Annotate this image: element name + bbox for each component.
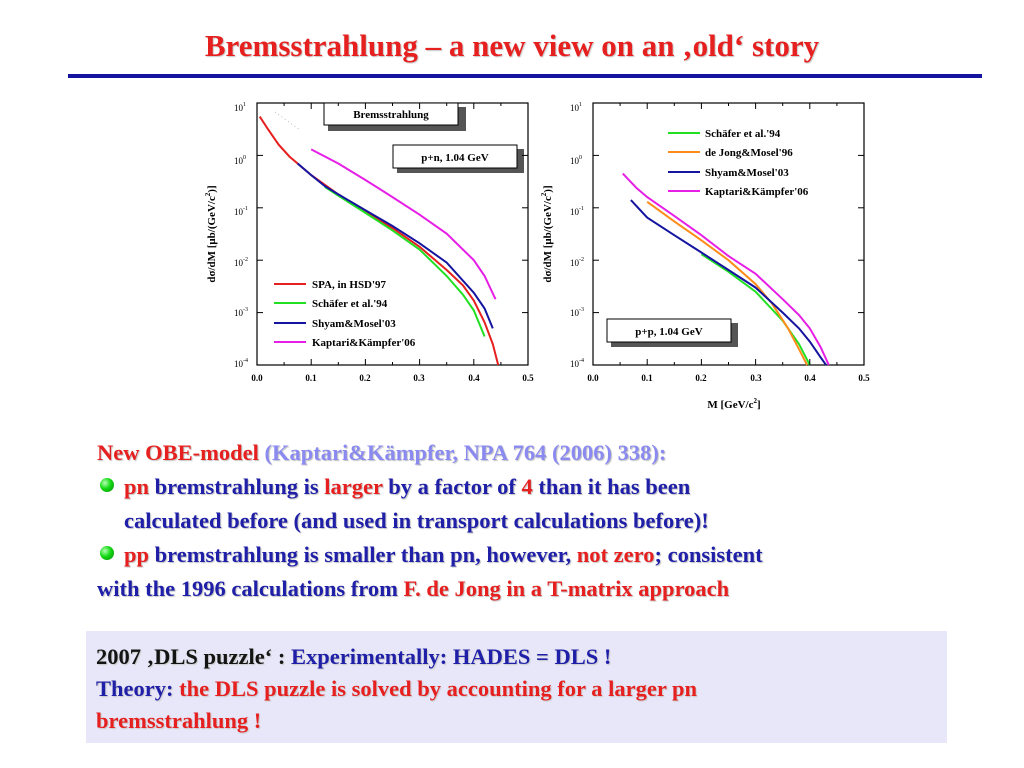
b2-line2-text: with the 1996 calculations from (97, 576, 404, 601)
left-reaction-box (392, 144, 518, 169)
left-legend-label-2: Shyam&Mosel'03 (312, 318, 396, 330)
left-ytick-1: 101 (234, 102, 246, 113)
right-xtick-3: 0.3 (750, 373, 762, 383)
left-legend-label-0: SPA, in HSD'97 (312, 279, 387, 291)
right-curve-kaptari-k-mpfer-06 (622, 172, 830, 366)
summary-line-3: bremsstrahlung ! (96, 708, 262, 733)
left-reaction-label: p+n, 1.04 GeV (421, 152, 488, 164)
right-legend-label-1: de Jong&Mosel'96 (705, 147, 793, 159)
left-ytick-m3: 10-3 (234, 307, 248, 318)
title-underline (68, 74, 982, 78)
left-curves (256, 102, 529, 366)
right-curve-de-jong-mosel-96 (646, 200, 808, 366)
b2-text-a: bremstrahlung is smaller than pn, howeve… (149, 542, 577, 567)
left-ytick-m4: 10-4 (234, 358, 248, 369)
left-xtick-4: 0.4 (468, 373, 480, 383)
b2-pp: pp (124, 542, 150, 567)
left-ytick-m1: 10-1 (234, 206, 248, 217)
bullet-1: pn bremstrahlung is larger by a factor o… (97, 470, 977, 504)
b1-text-b: by a factor of (382, 474, 522, 499)
right-xtick-4: 0.4 (804, 373, 816, 383)
right-ytick-1: 101 (570, 102, 582, 113)
right-reaction-label: p+p, 1.04 GeV (635, 326, 702, 338)
right-ytick-0: 100 (570, 155, 582, 166)
summary-box: 2007 ‚DLS puzzle‘ : Experimentally: HADE… (86, 631, 947, 743)
slide-title: Bremsstrahlung – a new view on an ‚old‘ … (204, 28, 820, 63)
right-legend-label-0: Schäfer et al.'94 (705, 128, 781, 140)
header-box-label: Bremsstrahlung (353, 109, 429, 121)
right-curves (592, 102, 865, 366)
right-ytick-m3: 10-3 (570, 307, 584, 318)
right-xlabel: M [GeV/c2] (707, 397, 760, 411)
left-curve-shyam-mosel-03 (296, 162, 494, 329)
right-legend-label-3: Kaptari&Kämpfer'06 (705, 186, 809, 198)
left-xtick-2: 0.2 (359, 373, 371, 383)
b1-text-c: than it has been (532, 474, 691, 499)
green-bullet-icon (100, 478, 114, 492)
b2-text-b: ; consistent (654, 542, 763, 567)
summary-theory: Theory: (96, 676, 180, 701)
right-ytick-m2: 10-2 (570, 257, 584, 268)
b1-pn: pn (124, 474, 150, 499)
summary-experimentally: Experimentally: HADES = DLS ! (291, 644, 612, 669)
b2-fdejong: F. de Jong in a T-matrix approach (403, 576, 730, 601)
b2-not-zero: not zero (576, 542, 655, 567)
right-xtick-1: 0.1 (641, 373, 653, 383)
left-axis-ticks (256, 102, 529, 366)
bullet-1-line-2: calculated before (and used in transport… (124, 508, 709, 533)
left-ytick-0: 100 (234, 155, 246, 166)
right-ylabel: dσ/dM [μb/(GeV/c2)] (540, 185, 554, 282)
right-axis-ticks (592, 102, 865, 366)
text-block: New OBE-model (Kaptari&Kämpfer, NPA 764 … (97, 436, 977, 606)
summary-theory-text: the DLS puzzle is solved by accounting f… (179, 676, 698, 701)
bullet-2: pp bremstrahlung is smaller than pn, how… (97, 538, 977, 572)
right-reaction-box (606, 318, 732, 343)
plots-area: 101 100 10-1 10-2 10-3 10-4 0.0 0.1 0.2 … (204, 102, 870, 411)
green-bullet-icon (100, 546, 114, 560)
left-xtick-3: 0.3 (413, 373, 425, 383)
b1-larger: larger (324, 474, 383, 499)
summary-line-2: Theory: the DLS puzzle is solved by acco… (96, 673, 937, 705)
right-ytick-m1: 10-1 (570, 206, 584, 217)
b1-four: 4 (521, 474, 533, 499)
b1-text-a: bremstrahlung is (149, 474, 325, 499)
right-xtick-5: 0.5 (858, 373, 870, 383)
bullet-2-line-2: with the 1996 calculations from F. de Jo… (97, 572, 977, 606)
right-ytick-m4: 10-4 (570, 358, 584, 369)
right-legend-label-2: Shyam&Mosel'03 (705, 167, 789, 179)
summary-dls-puzzle: 2007 ‚DLS puzzle‘ : (96, 644, 291, 669)
left-curve-sch-fer-et-al-94 (324, 186, 486, 337)
right-xtick-0: 0.0 (587, 373, 599, 383)
left-plot: 101 100 10-1 10-2 10-3 10-4 0.0 0.1 0.2 … (204, 102, 534, 383)
left-ytick-m2: 10-2 (234, 257, 248, 268)
left-xtick-0: 0.0 (251, 373, 263, 383)
left-curve-kaptari-k-mpfer-06 (310, 148, 497, 300)
left-legend-label-1: Schäfer et al.'94 (312, 298, 388, 310)
intro-model: New OBE-model (97, 440, 259, 465)
left-xtick-5: 0.5 (522, 373, 534, 383)
left-xtick-1: 0.1 (305, 373, 317, 383)
right-plot: 101 100 10-1 10-2 10-3 10-4 0.0 0.1 0.2 … (540, 102, 870, 411)
left-ylabel: dσ/dM [μb/(GeV/c2)] (204, 185, 218, 282)
left-curve-spa-in-hsd-97 (258, 116, 500, 366)
intro-line: New OBE-model (Kaptari&Kämpfer, NPA 764 … (97, 436, 977, 470)
left-dotted-guide (274, 111, 301, 131)
summary-line-1: 2007 ‚DLS puzzle‘ : Experimentally: HADE… (96, 641, 937, 673)
intro-citation: (Kaptari&Kämpfer, NPA 764 (2006) 338): (264, 440, 667, 465)
left-legend-label-3: Kaptari&Kämpfer'06 (312, 337, 416, 349)
header-box (323, 102, 459, 126)
right-xtick-2: 0.2 (695, 373, 707, 383)
right-curve-sch-fer-et-al-94 (700, 253, 811, 366)
right-curve-shyam-mosel-03 (630, 199, 827, 366)
